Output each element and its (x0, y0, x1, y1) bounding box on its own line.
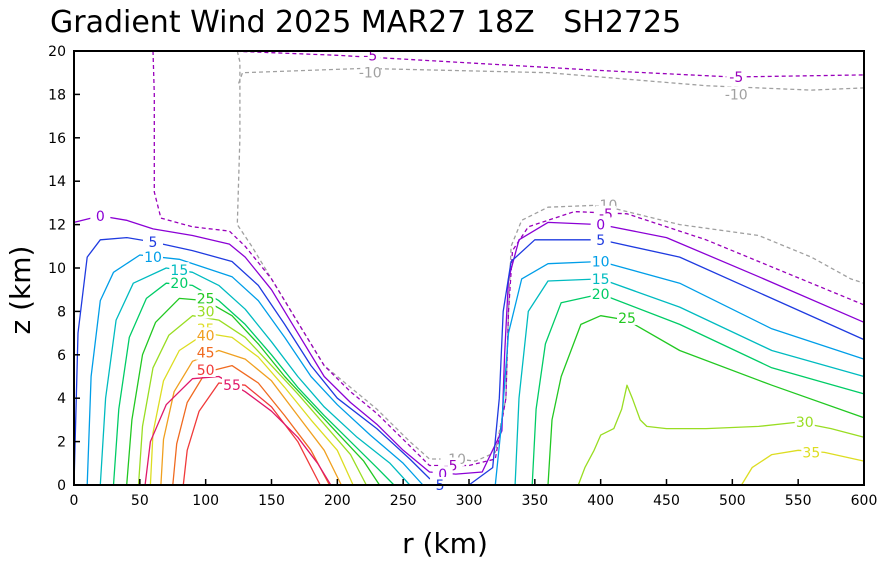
contour-label-neg5-1: -5 (729, 70, 743, 86)
contour-label-bg (726, 86, 747, 102)
contour-line-25-0 (126, 297, 865, 486)
contour-label-50-0: 50 (197, 363, 215, 379)
contour-label-bg (590, 216, 611, 232)
contour-line-neg5-0 (152, 50, 865, 467)
contour-label-bg (590, 270, 611, 286)
contour-label-bg (195, 327, 216, 343)
y-tick-label: 2 (57, 435, 66, 451)
contour-label-10-1: 10 (592, 254, 610, 270)
contour-label-35-1: 35 (802, 445, 820, 461)
contour-line-20-0 (112, 282, 865, 486)
contour-label-0-2: 0 (438, 467, 447, 483)
contour-label-bg (195, 290, 216, 306)
contour-line-40-0 (160, 349, 342, 486)
contour-label-bg (195, 361, 216, 377)
y-tick-label: 18 (48, 87, 66, 103)
x-tick-label: 150 (258, 493, 285, 509)
contour-label-bg (222, 377, 242, 393)
contour-line-50-0 (182, 382, 321, 486)
contour-label-neg10-0: -10 (359, 66, 382, 82)
contour-label-bg (169, 275, 190, 291)
y-tick-label: 16 (48, 131, 66, 147)
plot-frame (73, 50, 865, 486)
x-tick-label: 600 (851, 493, 878, 509)
contour-label-bg (195, 303, 216, 319)
x-tick-label: 50 (131, 493, 149, 509)
contour-label-0-0: 0 (96, 209, 105, 225)
contour-label-bg (801, 444, 822, 460)
x-tick-label: 0 (70, 493, 79, 509)
y-tick-label: 14 (48, 174, 66, 190)
contour-line-35-0 (149, 332, 354, 486)
contour-label-bg (195, 344, 216, 360)
x-tick-label: 300 (456, 493, 483, 509)
contour-label-neg5-0: -5 (363, 48, 377, 64)
y-tick-label: 20 (48, 44, 66, 60)
contour-label-30-0: 30 (197, 304, 215, 320)
contour-label-55-0: 55 (223, 378, 241, 394)
contour-label-bg (143, 233, 163, 249)
contour-line-45-0 (172, 364, 330, 486)
contour-line-15-0 (99, 267, 865, 486)
y-tick-label: 8 (57, 304, 66, 320)
x-tick-label: 550 (785, 493, 812, 509)
contour-label-10-0: 10 (144, 250, 162, 266)
contour-label-bg (794, 414, 815, 430)
contour-line-10-0 (86, 254, 865, 486)
contour-line-neg10-1 (237, 67, 865, 91)
contour-label-5-0: 5 (149, 235, 158, 251)
contour-label-25-0: 25 (197, 291, 215, 307)
contour-label-bg (143, 249, 163, 265)
contour-label-15-1: 15 (592, 272, 610, 288)
x-tick-label: 500 (719, 493, 746, 509)
contour-label-bg (726, 69, 747, 85)
y-tick-label: 10 (48, 261, 66, 277)
x-tick-label: 100 (192, 493, 219, 509)
contour-label-5-1: 5 (596, 233, 605, 249)
contour-line-neg10-0 (236, 50, 865, 462)
x-tick-label: 200 (324, 493, 351, 509)
x-tick-label: 250 (390, 493, 417, 509)
x-tick-label: 350 (521, 493, 548, 509)
contour-label-45-0: 45 (197, 346, 215, 362)
contour-label-30-1: 30 (796, 415, 814, 431)
contour-label-bg (617, 309, 637, 325)
y-tick-label: 12 (48, 218, 66, 234)
contour-label-20-1: 20 (592, 287, 610, 303)
y-tick-label: 6 (57, 348, 66, 364)
contour-label-bg (590, 286, 611, 302)
contour-label-bg (590, 231, 611, 247)
contour-label-25-1: 25 (618, 311, 636, 327)
contour-label-0-1: 0 (596, 218, 605, 234)
contour-label-20-0: 20 (170, 276, 188, 292)
contour-label-15-0: 15 (170, 263, 188, 279)
chart-title: Gradient Wind 2025 MAR27 18Z SH2725 (50, 5, 681, 40)
contour-labels: -10-10-10-10-5-5-5-500055510101515202025… (90, 47, 822, 494)
contour-line-neg5-1 (229, 50, 865, 78)
x-tick-label: 400 (587, 493, 614, 509)
x-axis-title: r (km) (402, 527, 488, 560)
contour-label-bg (590, 253, 611, 269)
y-axis-ticks: 0 2 4 6 8 10 12 14 16 18 20 (48, 44, 80, 494)
contour-lines (73, 50, 865, 486)
contour-line-0-0 (73, 215, 865, 475)
contour-label-bg (90, 207, 111, 223)
contour-label-neg10-1: -10 (725, 87, 748, 103)
x-axis-ticks: 0 50 100 150 200 250 300 350 400 450 500 550 600 (70, 479, 878, 509)
contour-line-5-0 (73, 236, 865, 486)
y-tick-label: 0 (57, 478, 66, 494)
x-tick-label: 450 (653, 493, 680, 509)
contour-label-bg (360, 64, 381, 80)
contour-line-35-1 (740, 449, 865, 486)
contour-label-40-0: 40 (197, 328, 215, 344)
contour-label-bg (169, 262, 190, 278)
y-tick-label: 4 (57, 391, 66, 407)
y-axis-title: z (km) (4, 246, 37, 335)
